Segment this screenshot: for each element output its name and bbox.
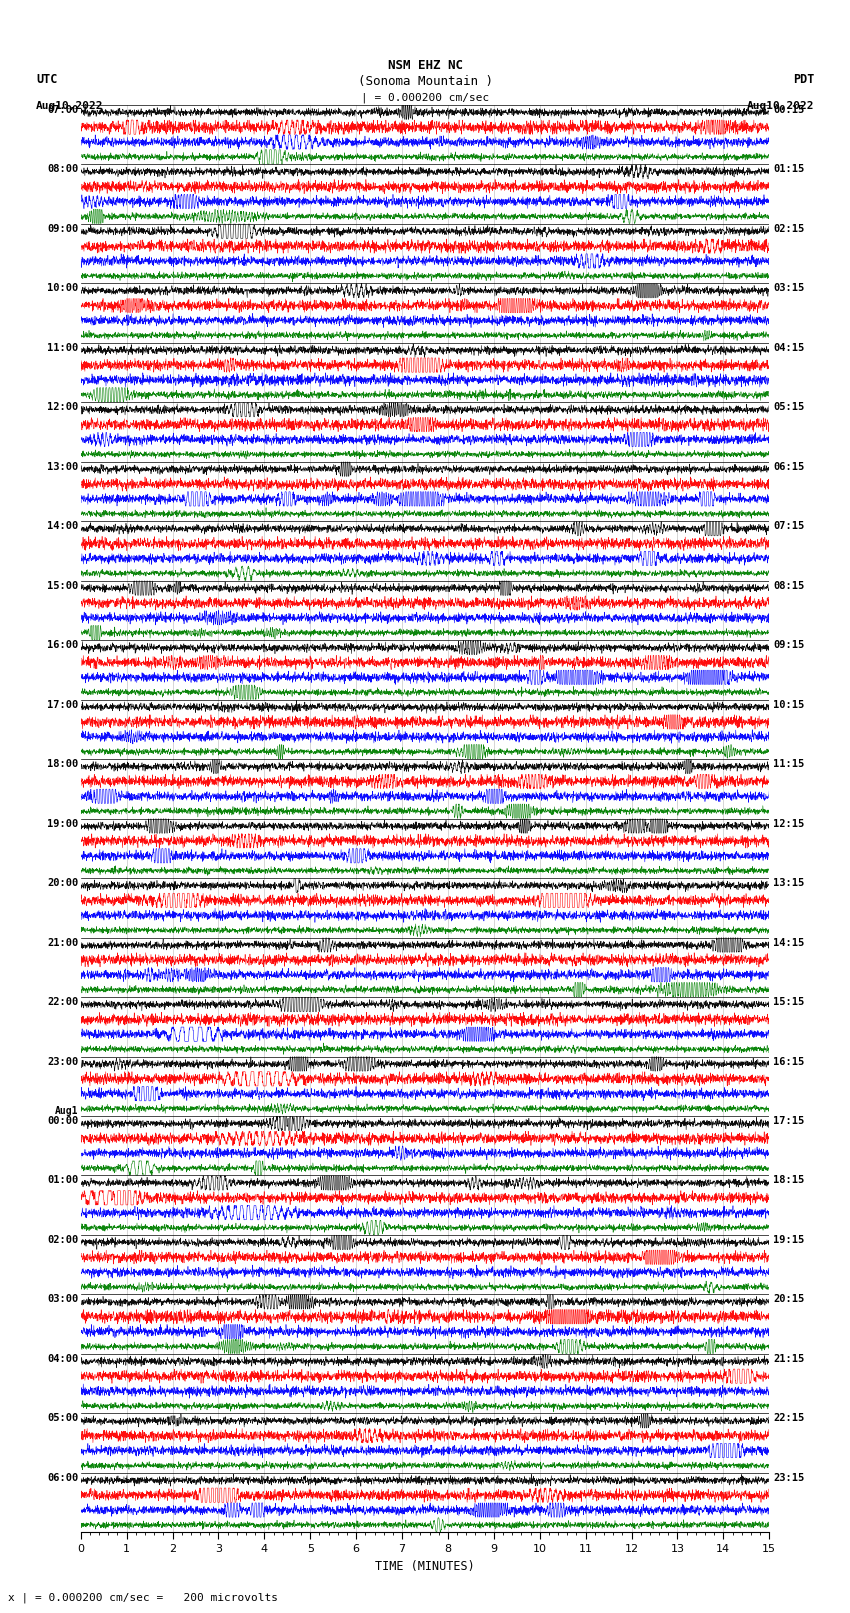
Text: 22:15: 22:15 <box>773 1413 804 1423</box>
Text: 04:00: 04:00 <box>48 1353 78 1365</box>
Text: Aug1: Aug1 <box>55 1107 78 1116</box>
Text: 02:00: 02:00 <box>48 1236 78 1245</box>
Text: 18:00: 18:00 <box>48 760 78 769</box>
Text: 05:15: 05:15 <box>773 402 804 413</box>
Text: 20:00: 20:00 <box>48 877 78 889</box>
Text: 08:00: 08:00 <box>48 165 78 174</box>
Text: 12:00: 12:00 <box>48 402 78 413</box>
Text: x | = 0.000200 cm/sec =   200 microvolts: x | = 0.000200 cm/sec = 200 microvolts <box>8 1592 279 1603</box>
Text: 06:00: 06:00 <box>48 1473 78 1482</box>
Text: 15:00: 15:00 <box>48 581 78 590</box>
Text: 00:15: 00:15 <box>773 105 804 115</box>
Text: 02:15: 02:15 <box>773 224 804 234</box>
Text: 16:15: 16:15 <box>773 1057 804 1066</box>
Text: NSM EHZ NC: NSM EHZ NC <box>388 60 462 73</box>
Text: 01:15: 01:15 <box>773 165 804 174</box>
Text: 07:15: 07:15 <box>773 521 804 531</box>
Text: 10:15: 10:15 <box>773 700 804 710</box>
Text: 21:00: 21:00 <box>48 937 78 947</box>
Text: 13:15: 13:15 <box>773 877 804 889</box>
Text: 00:00: 00:00 <box>48 1116 78 1126</box>
Text: 03:00: 03:00 <box>48 1294 78 1305</box>
Text: 16:00: 16:00 <box>48 640 78 650</box>
Text: 06:15: 06:15 <box>773 461 804 471</box>
X-axis label: TIME (MINUTES): TIME (MINUTES) <box>375 1560 475 1573</box>
Text: 19:00: 19:00 <box>48 819 78 829</box>
Text: PDT: PDT <box>793 73 814 85</box>
Text: 03:15: 03:15 <box>773 284 804 294</box>
Text: 01:00: 01:00 <box>48 1176 78 1186</box>
Text: 11:15: 11:15 <box>773 760 804 769</box>
Text: UTC: UTC <box>36 73 57 85</box>
Text: 14:15: 14:15 <box>773 937 804 947</box>
Text: 14:00: 14:00 <box>48 521 78 531</box>
Text: 21:15: 21:15 <box>773 1353 804 1365</box>
Text: 05:00: 05:00 <box>48 1413 78 1423</box>
Text: 19:15: 19:15 <box>773 1236 804 1245</box>
Text: 18:15: 18:15 <box>773 1176 804 1186</box>
Text: 20:15: 20:15 <box>773 1294 804 1305</box>
Text: 10:00: 10:00 <box>48 284 78 294</box>
Text: 23:00: 23:00 <box>48 1057 78 1066</box>
Text: (Sonoma Mountain ): (Sonoma Mountain ) <box>358 74 492 87</box>
Text: Aug10,2022: Aug10,2022 <box>36 100 104 111</box>
Text: 07:00: 07:00 <box>48 105 78 115</box>
Text: 09:00: 09:00 <box>48 224 78 234</box>
Text: 04:15: 04:15 <box>773 344 804 353</box>
Text: 12:15: 12:15 <box>773 819 804 829</box>
Text: 11:00: 11:00 <box>48 344 78 353</box>
Text: 22:00: 22:00 <box>48 997 78 1007</box>
Text: 17:00: 17:00 <box>48 700 78 710</box>
Text: 09:15: 09:15 <box>773 640 804 650</box>
Text: Aug10,2022: Aug10,2022 <box>746 100 814 111</box>
Text: 08:15: 08:15 <box>773 581 804 590</box>
Text: 13:00: 13:00 <box>48 461 78 471</box>
Text: 23:15: 23:15 <box>773 1473 804 1482</box>
Text: 15:15: 15:15 <box>773 997 804 1007</box>
Text: 17:15: 17:15 <box>773 1116 804 1126</box>
Text: | = 0.000200 cm/sec: | = 0.000200 cm/sec <box>361 94 489 103</box>
